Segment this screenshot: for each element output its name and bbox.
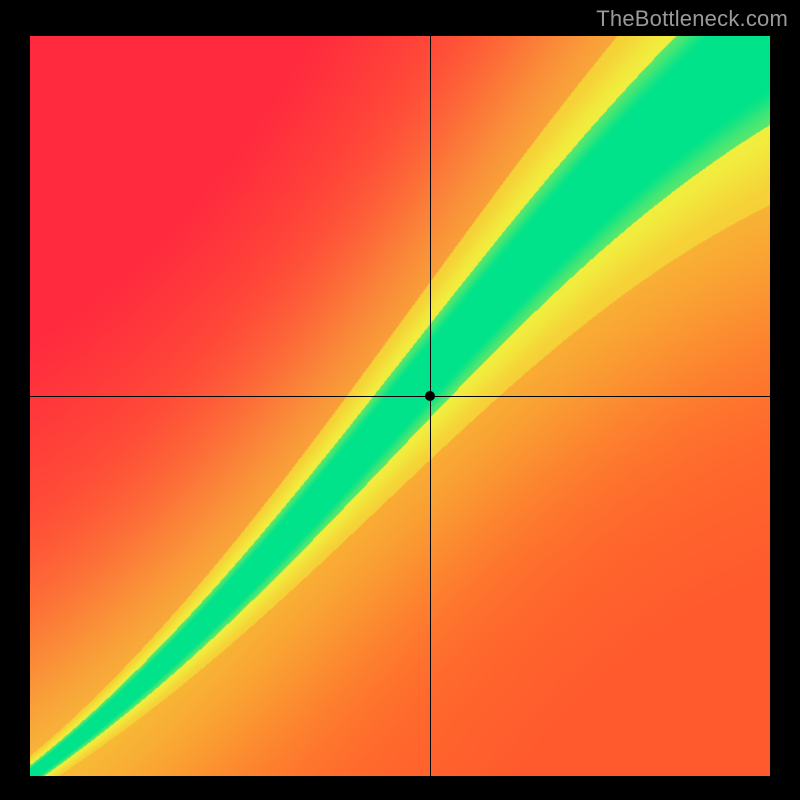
- bottleneck-heatmap: [30, 36, 770, 776]
- marker-dot: [425, 391, 435, 401]
- crosshair-horizontal: [30, 396, 770, 397]
- crosshair-vertical: [430, 36, 431, 776]
- watermark-text: TheBottleneck.com: [596, 6, 788, 32]
- heatmap-canvas: [30, 36, 770, 776]
